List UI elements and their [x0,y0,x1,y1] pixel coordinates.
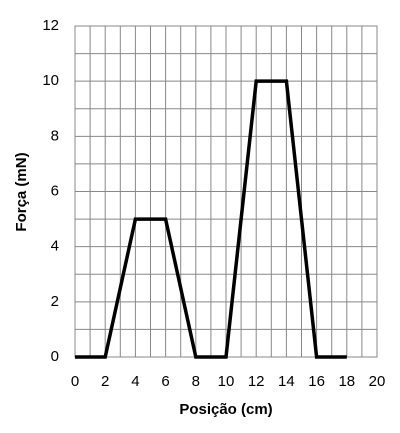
x-tick-label: 20 [369,373,386,390]
x-tick-label: 18 [338,373,355,390]
data-line [75,79,347,359]
x-tick-label: 6 [161,373,169,390]
x-tick-label: 16 [308,373,325,390]
y-tick-label: 8 [51,127,59,144]
x-tick-label: 10 [218,373,235,390]
y-axis-title: Força (mN) [13,152,30,231]
x-tick-label: 12 [248,373,265,390]
y-tick-label: 0 [51,348,59,365]
y-tick-label: 12 [42,17,59,34]
x-tick-label: 14 [278,373,295,390]
y-tick-label: 10 [42,72,59,89]
x-tick-label: 8 [192,373,200,390]
y-tick-label: 2 [51,293,59,310]
y-tick-label: 4 [51,238,59,255]
x-tick-label: 0 [71,373,79,390]
y-tick-label: 6 [51,182,59,199]
x-tick-label: 4 [131,373,139,390]
x-axis-title: Posição (cm) [179,401,272,418]
x-tick-label: 2 [101,373,109,390]
